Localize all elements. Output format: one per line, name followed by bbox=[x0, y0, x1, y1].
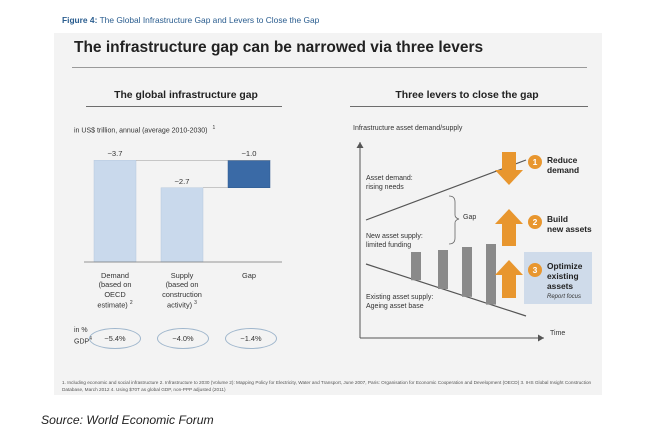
category-demand-footnote: 2 bbox=[129, 300, 133, 307]
category-supply-line1: Supply bbox=[170, 271, 194, 280]
gdp-share-gap: ~1.4% bbox=[225, 328, 277, 349]
category-label-gap: Gap bbox=[219, 271, 279, 280]
new-supply-line2: limited funding bbox=[366, 242, 412, 249]
bar-gap bbox=[227, 160, 271, 188]
figure-caption: Figure 4: The Global Infrastructure Gap … bbox=[62, 15, 319, 25]
figure-label: Figure 4: bbox=[62, 15, 98, 25]
y-axis-arrowhead bbox=[356, 142, 364, 148]
gdp-share-supply: ~4.0% bbox=[157, 328, 209, 349]
asset-demand-line2: rising needs bbox=[366, 184, 404, 191]
x-axis-arrowhead bbox=[538, 334, 544, 342]
units-footnote: 1 bbox=[212, 125, 216, 131]
lever-1-line2: demand bbox=[547, 165, 580, 175]
category-supply-line2: (based on bbox=[165, 280, 199, 290]
bar-demand bbox=[93, 160, 137, 263]
category-demand-line2: (based on bbox=[98, 280, 132, 290]
lever-2-label: Build new assets bbox=[547, 214, 592, 234]
existing-supply-line bbox=[365, 263, 527, 317]
gdp-share-label-line1: in % bbox=[74, 327, 88, 334]
lever-3-number: 3 bbox=[533, 265, 538, 275]
category-supply-line3: construction bbox=[162, 289, 202, 299]
bar-value-supply: ~2.7 bbox=[174, 176, 190, 186]
left-panel-title: The global infrastructure gap bbox=[114, 90, 258, 101]
gap-label: Gap bbox=[463, 214, 477, 221]
category-demand-line1: Demand bbox=[101, 271, 129, 280]
bar-value-demand: ~3.7 bbox=[107, 149, 123, 159]
lever-2-line2: new assets bbox=[547, 224, 592, 234]
gap-brace bbox=[448, 195, 460, 245]
units-text: in US$ trillion, annual (average 2010-20… bbox=[74, 127, 208, 135]
y-axis-label: Infrastructure asset demand/supply bbox=[353, 125, 463, 132]
title-divider bbox=[72, 67, 587, 68]
reduce-demand-arrow bbox=[495, 152, 523, 185]
lever-3-line3: assets bbox=[547, 281, 574, 291]
lever-2-number: 2 bbox=[533, 217, 538, 227]
bar-value-gap: ~1.0 bbox=[241, 149, 257, 159]
lever-1-number: 1 bbox=[533, 157, 538, 167]
build-assets-arrow bbox=[495, 209, 523, 246]
asset-demand-line1: Asset demand: bbox=[366, 175, 413, 182]
bar-supply bbox=[160, 187, 204, 263]
asset-demand-label: Asset demand: rising needs bbox=[366, 174, 413, 192]
gdp-share-label-line2: GDP bbox=[74, 338, 90, 346]
new-asset-bar-4 bbox=[486, 244, 496, 305]
right-panel-title: Three levers to close the gap bbox=[395, 90, 539, 101]
category-demand-line4-text: estimate) bbox=[97, 300, 128, 310]
existing-supply-line2: Ageing asset base bbox=[366, 303, 424, 310]
category-demand-line4: estimate) 2 bbox=[85, 299, 145, 310]
category-supply-line4: activity) 3 bbox=[152, 299, 212, 310]
lever-3-badge bbox=[528, 263, 542, 277]
existing-supply-line1: Existing asset supply: bbox=[366, 294, 434, 301]
new-asset-bar-2 bbox=[438, 250, 448, 290]
category-gap-line1: Gap bbox=[242, 271, 256, 280]
left-panel-divider bbox=[86, 106, 282, 107]
lever-3-label: Optimize existing assets bbox=[547, 261, 582, 291]
units-label: in US$ trillion, annual (average 2010-20… bbox=[74, 125, 215, 134]
lever-1-badge bbox=[528, 155, 542, 169]
existing-supply-label: Existing asset supply: Ageing asset base bbox=[366, 293, 433, 311]
new-asset-bar-1 bbox=[411, 252, 421, 281]
category-label-demand: Demand (based on OECD estimate) 2 bbox=[85, 271, 145, 310]
category-supply-footnote: 3 bbox=[194, 300, 197, 307]
source-line: Source: World Economic Forum bbox=[41, 413, 214, 427]
category-supply-line4-text: activity) bbox=[167, 300, 193, 310]
lever-1-line1: Reduce bbox=[547, 155, 578, 165]
lever-1-label: Reduce demand bbox=[547, 155, 579, 175]
x-axis-label: Time bbox=[550, 330, 566, 337]
lever-3-line1: Optimize bbox=[547, 261, 583, 271]
new-supply-line1: New asset supply: bbox=[366, 233, 423, 240]
report-focus-highlight bbox=[524, 252, 592, 304]
lever-2-badge bbox=[528, 215, 542, 229]
new-asset-bar-3 bbox=[462, 247, 472, 297]
main-title: The infrastructure gap can be narrowed v… bbox=[74, 39, 484, 56]
optimize-assets-arrow bbox=[495, 260, 523, 298]
footnote: 1. Including economic and social infrast… bbox=[62, 380, 592, 392]
figure-caption-text: The Global Infrastructure Gap and Levers… bbox=[99, 15, 320, 25]
lever-3-line2: existing bbox=[547, 271, 579, 281]
lever-2-line1: Build bbox=[547, 214, 568, 224]
right-panel-divider bbox=[350, 106, 588, 107]
report-focus-note: Report focus bbox=[547, 294, 582, 300]
gdp-share-demand: ~5.4% bbox=[89, 328, 141, 349]
category-demand-line3: OECD bbox=[104, 289, 126, 299]
category-label-supply: Supply (based on construction activity) … bbox=[152, 271, 212, 310]
new-supply-label: New asset supply: limited funding bbox=[366, 232, 423, 250]
